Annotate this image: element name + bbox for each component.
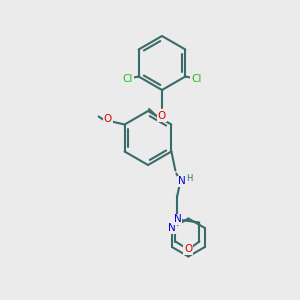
Text: Cl: Cl [122,74,133,83]
Text: O: O [103,113,112,124]
Text: N: N [173,214,181,224]
Text: N: N [173,214,181,224]
Text: Cl: Cl [191,74,202,83]
Text: N: N [178,176,185,187]
Text: O: O [184,244,193,254]
Text: H: H [186,174,193,183]
Text: N: N [168,223,176,233]
Text: O: O [158,111,166,121]
Text: N: N [173,214,181,224]
